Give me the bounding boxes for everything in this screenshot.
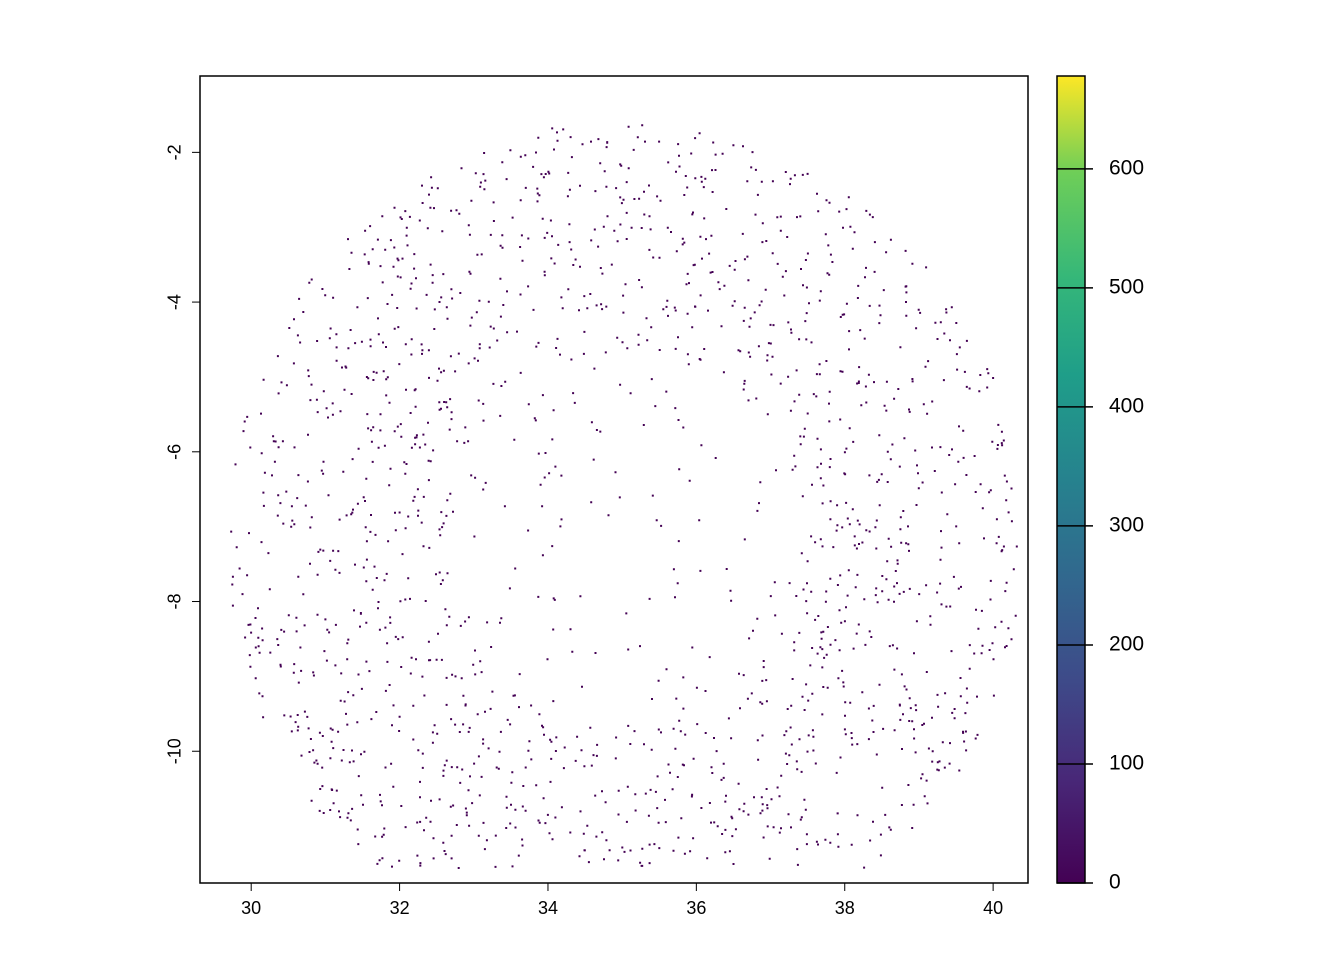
colorbar-tick-label: 500 [1109, 275, 1144, 298]
colorbar-tick-label: 400 [1109, 394, 1144, 417]
y-tick-label: -8 [165, 594, 185, 610]
raster-cells [230, 124, 1018, 870]
x-tick-label: 34 [538, 898, 558, 918]
plot-frame [199, 75, 1029, 884]
x-tick-label: 38 [835, 898, 855, 918]
colorbar-tick-label: 300 [1109, 513, 1144, 536]
x-tick-label: 30 [241, 898, 261, 918]
colorbar [1056, 75, 1086, 884]
y-tick-label: -4 [165, 294, 185, 310]
y-tick-label: -10 [165, 738, 185, 764]
colorbar-tick-label: 0 [1109, 871, 1121, 894]
colorbar-tick-label: 600 [1109, 156, 1144, 179]
x-tick-label: 40 [983, 898, 1003, 918]
colorbar-tick-label: 100 [1109, 752, 1144, 775]
y-tick-label: -2 [165, 144, 185, 160]
y-tick-label: -6 [165, 444, 185, 460]
x-tick-label: 32 [390, 898, 410, 918]
x-tick-label: 36 [686, 898, 706, 918]
colorbar-tick-label: 200 [1109, 632, 1144, 655]
